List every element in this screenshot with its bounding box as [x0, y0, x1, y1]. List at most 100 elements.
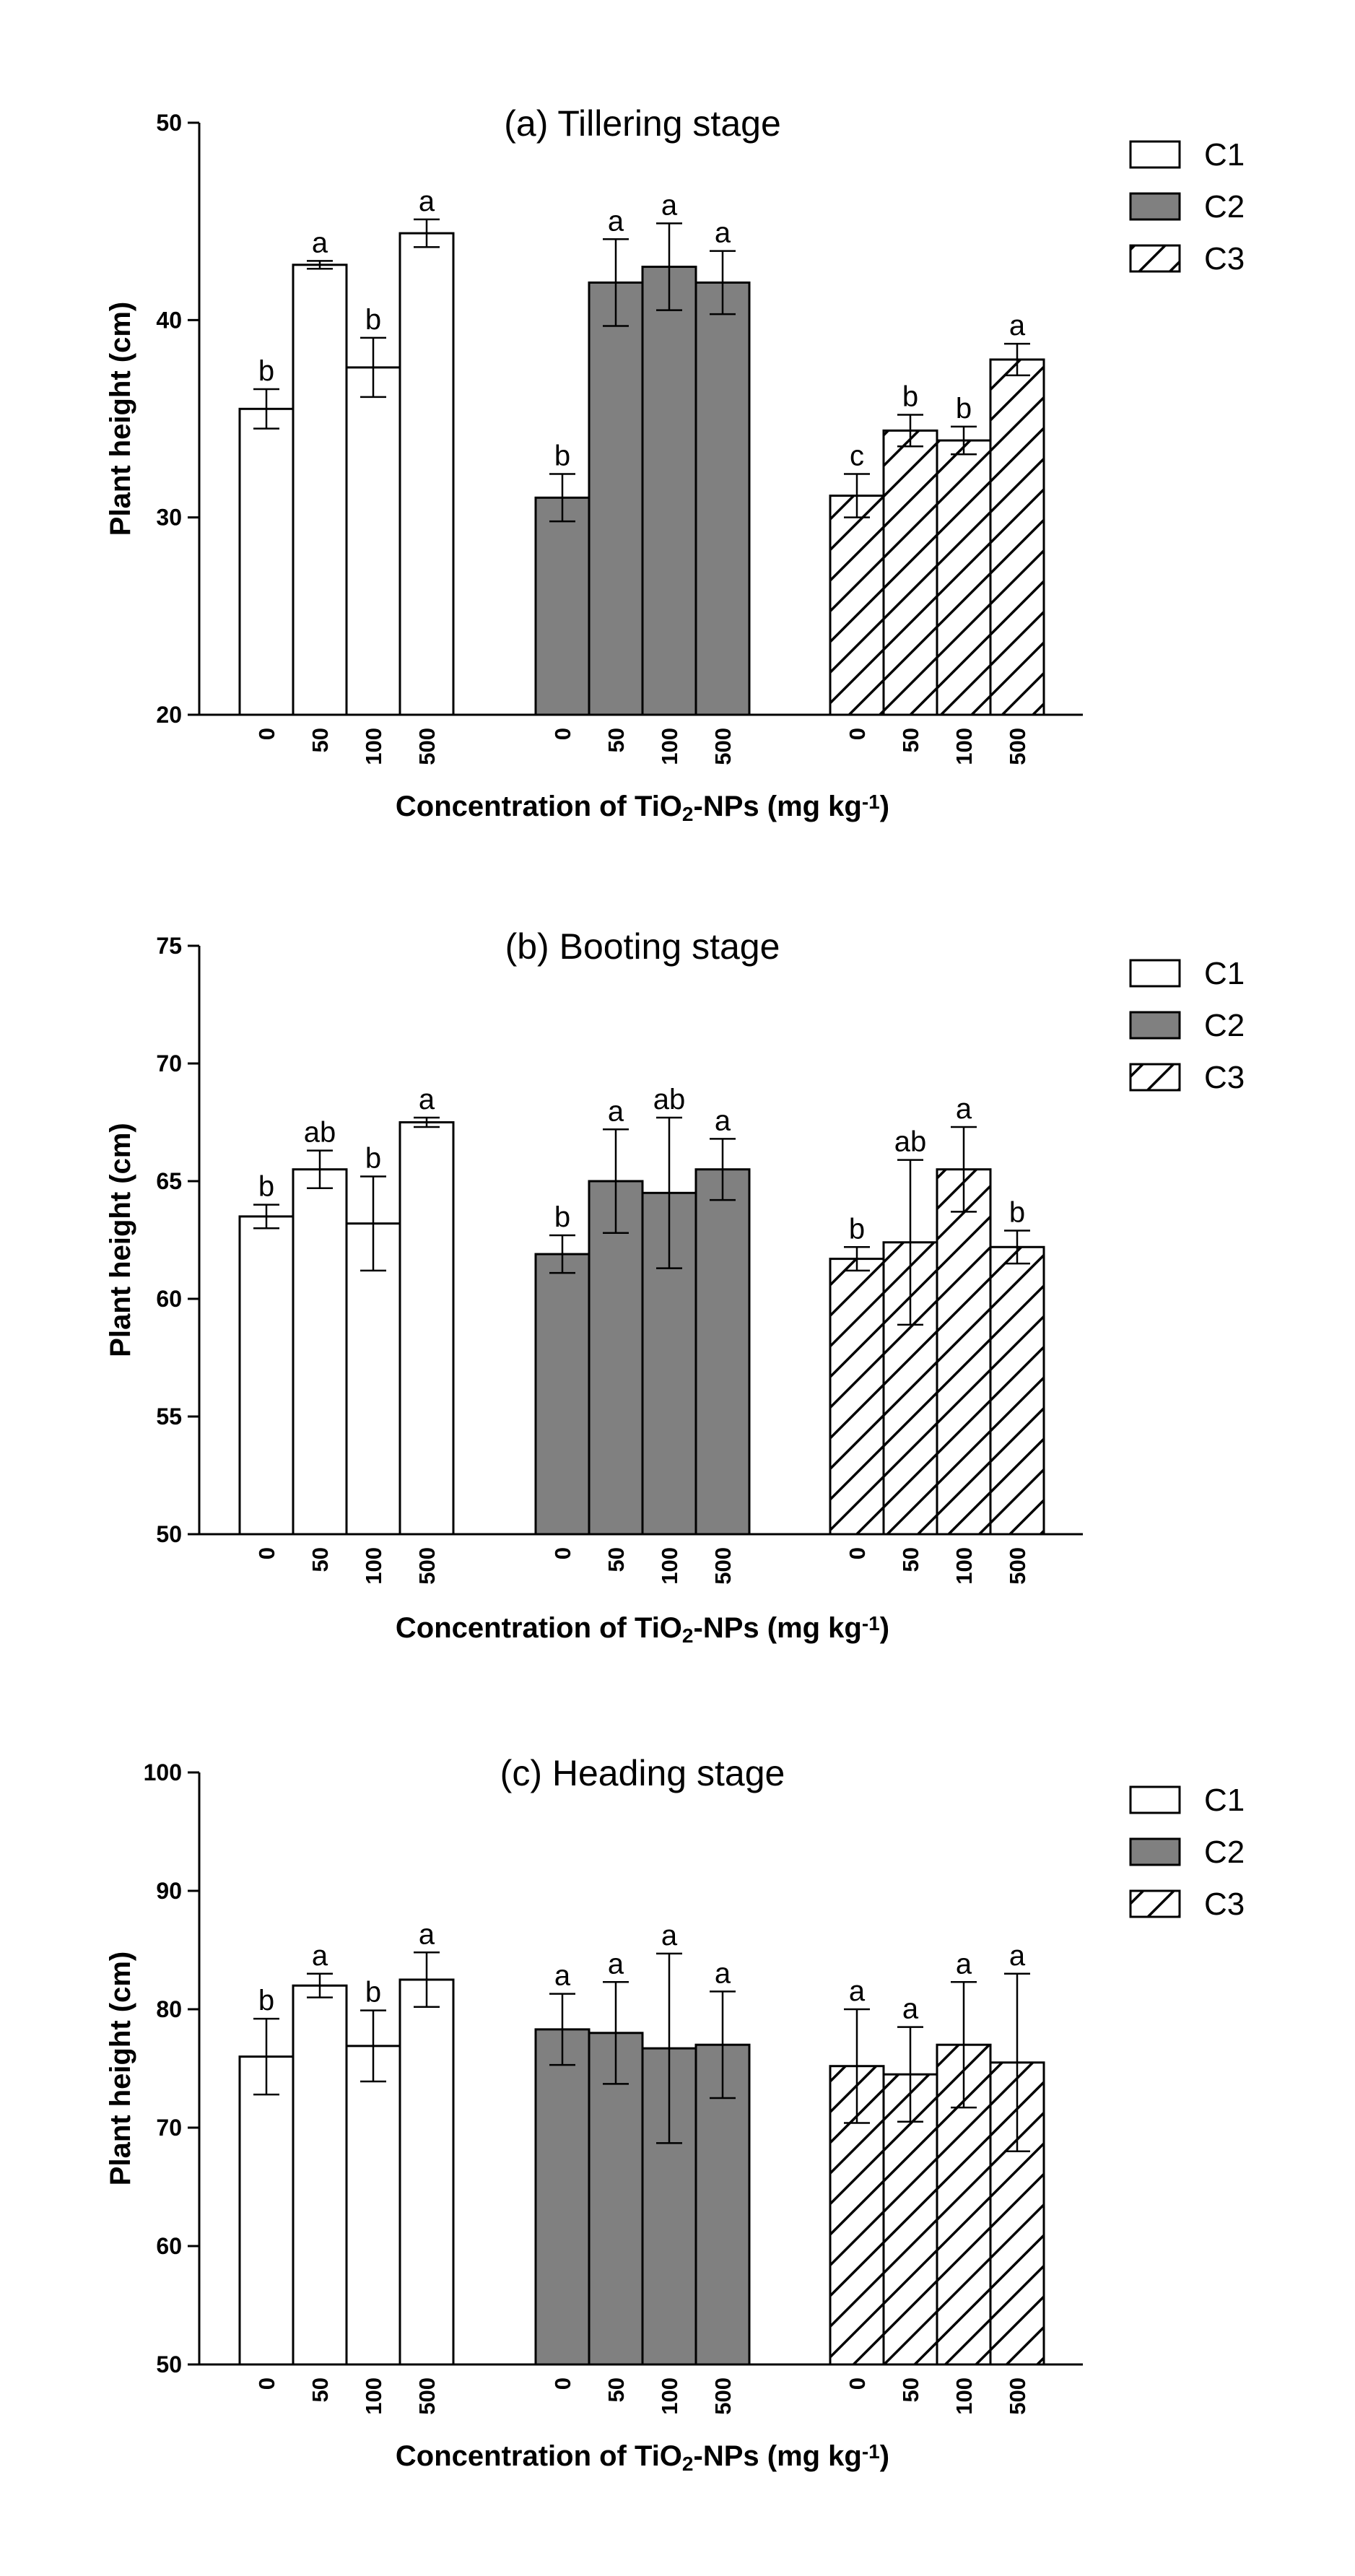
- bar-c2: [534, 1253, 591, 1536]
- legend-swatch-c3: [1129, 1063, 1181, 1092]
- y-tick-label: 30: [156, 505, 182, 531]
- significance-letter: ab: [894, 1126, 927, 1158]
- x-axis-title-part: -NPs (mg kg: [694, 2440, 862, 2472]
- bar-c2: [534, 496, 591, 716]
- x-axis-title-part: ): [880, 2440, 889, 2472]
- y-axis-title: Plant height (cm): [105, 1123, 136, 1357]
- bar-c2: [588, 2032, 644, 2366]
- significance-letter: b: [902, 381, 918, 413]
- y-axis-title: Plant height (cm): [105, 302, 136, 536]
- significance-letter: a: [608, 1095, 624, 1127]
- bar-c1: [292, 1984, 348, 2366]
- significance-letter: a: [608, 205, 624, 237]
- legend-swatch-c3: [1129, 244, 1181, 273]
- y-tick-label: 50: [156, 1521, 182, 1547]
- x-tick-label: 0: [845, 2377, 870, 2390]
- legend-swatch-c1: [1129, 140, 1181, 169]
- x-axis-title: Concentration of TiO2-NPs (mg kg-1): [396, 2440, 889, 2475]
- x-tick-label: 100: [951, 2377, 977, 2415]
- bar-c1: [345, 366, 401, 716]
- bar-c2: [694, 1168, 751, 1536]
- legend-label-c1: C1: [1204, 137, 1245, 173]
- legend-swatch-c1: [1129, 959, 1181, 988]
- significance-letter: a: [956, 1948, 972, 1980]
- y-tick-label: 90: [156, 1878, 182, 1904]
- legend-swatch-c2: [1129, 192, 1181, 221]
- bar-c2: [588, 281, 644, 716]
- bar-c3: [936, 439, 992, 716]
- panel-2: 50 55 60 65 70 75 Plant height (cm) (b) Booting…: [105, 926, 1245, 1647]
- bar-c1: [238, 2055, 295, 2366]
- significance-letter: b: [554, 440, 570, 472]
- x-tick-label: 500: [1005, 2377, 1030, 2415]
- x-tick-label: 100: [361, 728, 386, 765]
- x-tick-label: 50: [604, 2377, 629, 2402]
- bar-c1: [398, 1978, 455, 2366]
- significance-letter: a: [715, 1957, 731, 1989]
- y-tick-label: 100: [144, 1759, 182, 1785]
- x-axis-title-part: -NPs (mg kg: [694, 1612, 862, 1644]
- legend-label-c1: C1: [1204, 1783, 1245, 1818]
- x-axis-title-part: ): [880, 1612, 889, 1644]
- legend-label-c1: C1: [1204, 956, 1245, 991]
- bar-c3: [936, 1168, 992, 1536]
- significance-letter: c: [850, 440, 864, 472]
- y-tick-label: 70: [156, 2115, 182, 2141]
- significance-letter: b: [849, 1213, 865, 1245]
- x-axis-title-part: Concentration of TiO: [396, 1612, 682, 1644]
- significance-letter: a: [902, 1993, 919, 2025]
- significance-letter: a: [312, 227, 328, 258]
- x-axis-title-part: -NPs (mg kg: [694, 791, 862, 822]
- x-tick-label: 50: [604, 1547, 629, 1572]
- bar-c2: [588, 1180, 644, 1536]
- x-tick-label: 100: [657, 2377, 682, 2415]
- significance-letter: a: [419, 1084, 435, 1115]
- x-tick-label: 0: [845, 1547, 870, 1559]
- x-tick-label: 50: [898, 1547, 923, 1572]
- significance-letter: a: [1009, 1940, 1026, 1972]
- x-tick-label: 500: [414, 728, 440, 765]
- x-axis-title-part: ): [880, 791, 889, 822]
- bar-c3: [989, 1245, 1045, 1536]
- x-tick-label: 0: [550, 2377, 575, 2390]
- legend-swatch-c3: [1129, 1889, 1181, 1918]
- x-tick-label: 500: [710, 728, 736, 765]
- y-tick-label: 50: [156, 110, 182, 136]
- x-tick-label: 500: [414, 2377, 440, 2415]
- bar-c1: [238, 407, 295, 716]
- x-tick-label: 100: [361, 2377, 386, 2415]
- x-tick-label: 0: [254, 2377, 279, 2390]
- panel-3: 50 60 70 80 90 100 Plant height (cm) (c) Headin…: [105, 1753, 1245, 2475]
- y-tick-label: 20: [156, 702, 182, 728]
- bar-c2: [534, 2028, 591, 2366]
- y-tick-label: 40: [156, 307, 182, 333]
- significance-letter: a: [312, 1940, 328, 1972]
- x-tick-label: 100: [361, 1547, 386, 1585]
- significance-letter: a: [715, 1105, 731, 1136]
- x-tick-label: 50: [308, 2377, 333, 2402]
- significance-letter: b: [956, 393, 972, 425]
- bar-c1: [398, 1121, 455, 1536]
- significance-letter: a: [419, 186, 435, 217]
- x-tick-label: 50: [898, 2377, 923, 2402]
- legend-swatch-c1: [1129, 1785, 1181, 1814]
- legend-swatch-c2: [1129, 1837, 1181, 1866]
- significance-letter: ab: [653, 1084, 686, 1115]
- x-axis-title-subscript: 2: [682, 1624, 694, 1647]
- bar-c3: [882, 429, 938, 716]
- legend-label-c3: C3: [1204, 1887, 1245, 1922]
- bar-c1: [292, 264, 348, 716]
- legend-label-c2: C2: [1204, 1008, 1245, 1043]
- significance-letter: a: [554, 1960, 571, 1992]
- legend-label-c3: C3: [1204, 1060, 1245, 1095]
- significance-letter: b: [554, 1201, 570, 1233]
- significance-letter: b: [258, 1171, 274, 1203]
- chart-title: (c) Heading stage: [500, 1753, 785, 1793]
- legend-label-c2: C2: [1204, 189, 1245, 225]
- bar-c2: [641, 266, 697, 716]
- x-axis-title-superscript: -1: [862, 2440, 880, 2463]
- significance-letter: b: [365, 1142, 381, 1174]
- y-tick-label: 50: [156, 2351, 182, 2377]
